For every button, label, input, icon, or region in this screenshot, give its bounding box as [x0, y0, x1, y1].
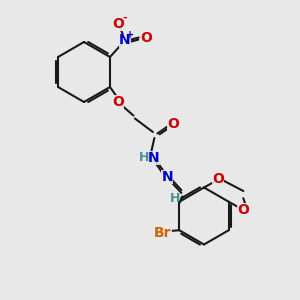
Text: O: O — [140, 31, 152, 44]
Text: O: O — [112, 17, 124, 31]
Text: O: O — [237, 203, 249, 217]
Text: Br: Br — [154, 226, 172, 240]
Text: N: N — [161, 170, 173, 184]
Text: O: O — [212, 172, 224, 186]
Text: O: O — [167, 118, 179, 131]
Text: -: - — [123, 12, 127, 22]
Text: +: + — [126, 30, 134, 40]
Text: N: N — [148, 151, 160, 164]
Text: H: H — [169, 191, 180, 205]
Text: H: H — [139, 151, 149, 164]
Text: N: N — [119, 34, 131, 47]
Text: O: O — [112, 95, 124, 109]
